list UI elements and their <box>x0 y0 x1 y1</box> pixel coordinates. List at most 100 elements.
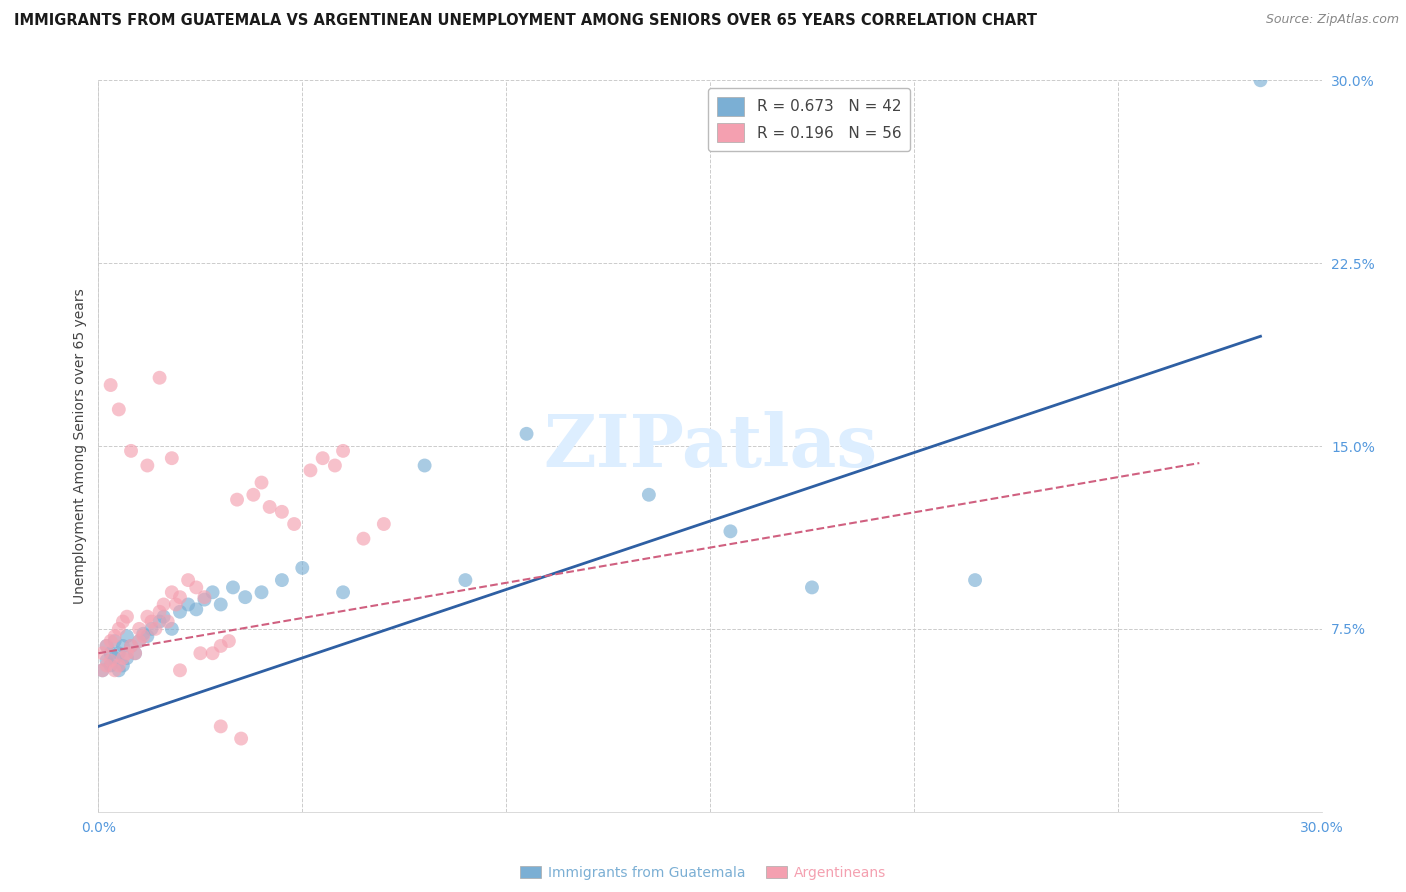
Point <box>193 590 215 604</box>
Point <box>104 651 127 665</box>
Point <box>965 573 987 587</box>
Point <box>218 634 240 648</box>
Point <box>115 609 138 624</box>
Point <box>222 581 245 595</box>
Point <box>149 370 172 384</box>
Point <box>132 629 155 643</box>
Point <box>111 658 134 673</box>
Point <box>193 592 215 607</box>
Point <box>115 646 138 660</box>
Point <box>96 654 118 668</box>
Text: IMMIGRANTS FROM GUATEMALA VS ARGENTINEAN UNEMPLOYMENT AMONG SENIORS OVER 65 YEAR: IMMIGRANTS FROM GUATEMALA VS ARGENTINEAN… <box>14 13 1038 29</box>
Point <box>209 639 232 653</box>
Text: ZIPatlas: ZIPatlas <box>543 410 877 482</box>
Point <box>132 626 155 640</box>
Point <box>209 598 232 612</box>
Point <box>250 475 273 490</box>
Point <box>250 585 273 599</box>
Point <box>128 622 150 636</box>
Point <box>120 639 142 653</box>
Point <box>270 505 294 519</box>
Point <box>160 622 183 636</box>
Point <box>242 488 264 502</box>
Point <box>152 598 174 612</box>
Legend: R = 0.673   N = 42, R = 0.196   N = 56: R = 0.673 N = 42, R = 0.196 N = 56 <box>707 88 910 151</box>
Point <box>312 451 335 466</box>
Point <box>156 615 179 629</box>
Point <box>100 646 122 660</box>
Point <box>149 615 172 629</box>
Point <box>323 458 346 473</box>
Point <box>91 663 114 677</box>
Point <box>160 585 183 599</box>
Point <box>201 646 224 660</box>
Point <box>638 488 661 502</box>
Point <box>115 651 138 665</box>
Point <box>108 646 131 660</box>
Point <box>136 609 159 624</box>
Point <box>169 605 191 619</box>
Point <box>136 629 159 643</box>
Point <box>160 451 183 466</box>
Point <box>128 634 150 648</box>
Point <box>373 516 395 531</box>
Point <box>270 573 294 587</box>
Point <box>413 458 436 473</box>
Point <box>209 719 232 733</box>
Point <box>124 646 146 660</box>
Point <box>120 639 142 653</box>
Point <box>141 622 163 636</box>
Point <box>111 615 134 629</box>
Point <box>259 500 281 514</box>
Point <box>233 590 256 604</box>
Point <box>91 646 114 660</box>
Point <box>226 492 249 507</box>
Point <box>454 573 477 587</box>
Point <box>291 561 314 575</box>
Point <box>145 622 167 636</box>
Point <box>111 651 134 665</box>
Point <box>128 634 150 648</box>
Point <box>188 646 212 660</box>
Text: Source: ZipAtlas.com: Source: ZipAtlas.com <box>1265 13 1399 27</box>
Point <box>136 458 159 473</box>
Point <box>149 605 172 619</box>
Point <box>91 663 114 677</box>
Point <box>1249 73 1271 87</box>
Point <box>111 639 134 653</box>
Point <box>283 516 305 531</box>
Point <box>332 443 354 458</box>
Point <box>100 654 122 668</box>
Point <box>100 634 122 648</box>
Point <box>352 532 374 546</box>
Point <box>108 402 131 417</box>
Point <box>108 622 131 636</box>
Point <box>96 639 118 653</box>
Point <box>104 663 127 677</box>
Y-axis label: Unemployment Among Seniors over 65 years: Unemployment Among Seniors over 65 years <box>73 288 87 604</box>
Point <box>186 581 208 595</box>
Point <box>169 590 191 604</box>
Point <box>100 658 122 673</box>
Point <box>169 663 191 677</box>
Point <box>100 378 122 392</box>
Point <box>177 598 200 612</box>
Point <box>332 585 354 599</box>
Point <box>801 581 824 595</box>
Point <box>201 585 224 599</box>
Point <box>96 639 118 653</box>
Point <box>104 634 127 648</box>
Point <box>177 573 200 587</box>
Point <box>299 463 322 477</box>
Point <box>104 629 127 643</box>
Point <box>516 426 538 441</box>
Legend: Immigrants from Guatemala, Argentineans: Immigrants from Guatemala, Argentineans <box>515 860 891 885</box>
Point <box>124 646 146 660</box>
Point <box>108 663 131 677</box>
Point <box>165 598 187 612</box>
Point <box>186 602 208 616</box>
Point <box>152 609 174 624</box>
Point <box>720 524 742 539</box>
Point <box>115 629 138 643</box>
Point <box>96 658 118 673</box>
